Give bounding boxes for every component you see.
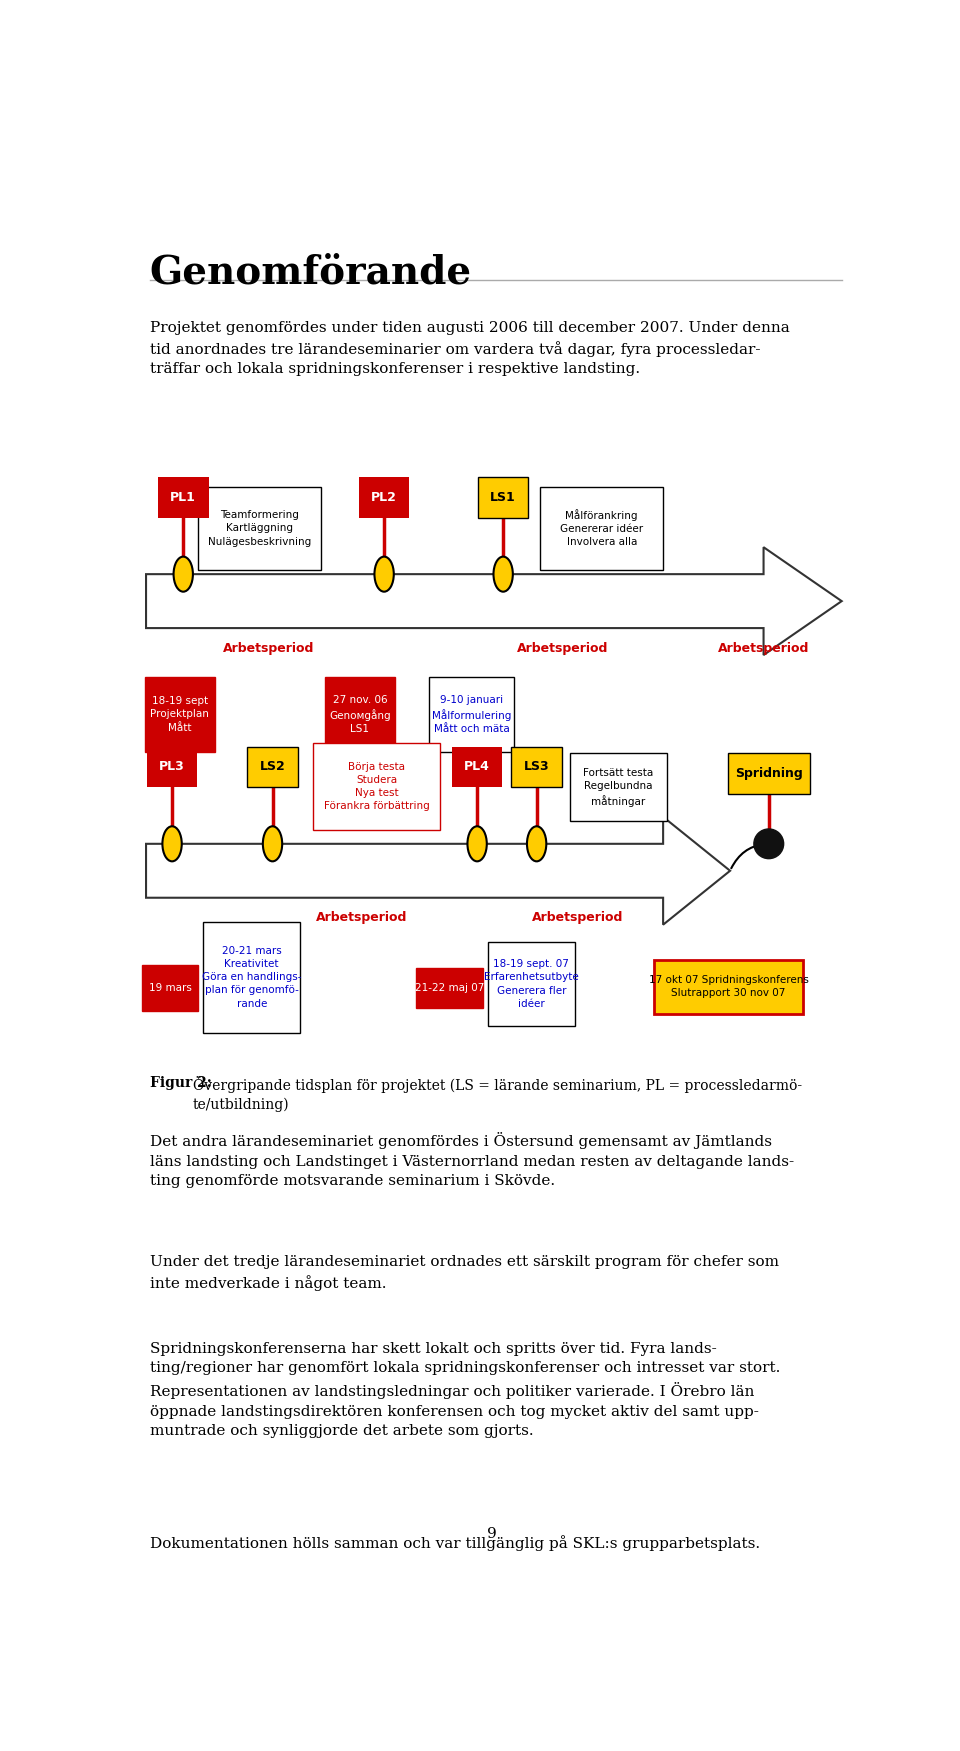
Text: Börja testa
Studera
Nya test
Förankra förbättring: Börja testa Studera Nya test Förankra fö… xyxy=(324,762,429,811)
Ellipse shape xyxy=(754,828,783,858)
Text: 18-19 sept
Projektplan
Mått: 18-19 sept Projektplan Mått xyxy=(151,697,209,732)
FancyBboxPatch shape xyxy=(198,487,321,571)
FancyBboxPatch shape xyxy=(478,476,528,518)
Text: 9: 9 xyxy=(487,1527,497,1541)
FancyBboxPatch shape xyxy=(429,676,515,753)
FancyBboxPatch shape xyxy=(147,746,198,788)
FancyBboxPatch shape xyxy=(728,753,809,793)
FancyBboxPatch shape xyxy=(416,968,483,1009)
FancyBboxPatch shape xyxy=(654,960,803,1014)
Text: 9-10 januari
Målformulering
Mått och mäta: 9-10 januari Målformulering Mått och mät… xyxy=(432,695,512,734)
Text: Övergripande tidsplan för projektet (LS = lärande seminarium, PL = processledarm: Övergripande tidsplan för projektet (LS … xyxy=(193,1075,802,1112)
FancyBboxPatch shape xyxy=(570,753,667,821)
FancyBboxPatch shape xyxy=(158,476,208,518)
FancyBboxPatch shape xyxy=(324,676,396,753)
FancyBboxPatch shape xyxy=(452,746,502,788)
Text: Arbetsperiod: Arbetsperiod xyxy=(517,641,609,655)
Circle shape xyxy=(174,557,193,592)
Text: Målförankring
Genererar idéer
Involvera alla: Målförankring Genererar idéer Involvera … xyxy=(561,510,643,548)
Text: Projektet genomfördes under tiden augusti 2006 till december 2007. Under denna
t: Projektet genomfördes under tiden august… xyxy=(150,320,789,376)
Text: Arbetsperiod: Arbetsperiod xyxy=(316,911,407,925)
Polygon shape xyxy=(146,548,842,655)
Circle shape xyxy=(468,826,487,861)
FancyBboxPatch shape xyxy=(512,746,562,788)
Text: 20-21 mars
Kreativitet
Göra en handlings-
plan för genomfö-
rande: 20-21 mars Kreativitet Göra en handlings… xyxy=(202,946,301,1009)
Text: 19 mars: 19 mars xyxy=(149,982,192,993)
Text: PL1: PL1 xyxy=(170,490,196,504)
Text: PL3: PL3 xyxy=(159,760,185,774)
Text: LS2: LS2 xyxy=(259,760,285,774)
FancyBboxPatch shape xyxy=(488,942,575,1026)
Text: PL2: PL2 xyxy=(372,490,397,504)
FancyBboxPatch shape xyxy=(204,923,300,1033)
FancyBboxPatch shape xyxy=(142,965,198,1010)
Text: Dokumentationen hölls samman och var tillgänglig på SKL:s grupparbetsplats.: Dokumentationen hölls samman och var til… xyxy=(150,1536,760,1551)
Text: 27 nov. 06
Genoмgång
LS1: 27 nov. 06 Genoмgång LS1 xyxy=(329,695,391,734)
Text: Figur 2:: Figur 2: xyxy=(150,1075,217,1089)
FancyBboxPatch shape xyxy=(359,476,409,518)
Text: Arbetsperiod: Arbetsperiod xyxy=(718,641,809,655)
Text: Under det tredje lärandeseminariet ordnades ett särskilt program för chefer som
: Under det tredje lärandeseminariet ordna… xyxy=(150,1255,779,1290)
Text: Genomförande: Genomförande xyxy=(150,254,472,291)
Circle shape xyxy=(374,557,394,592)
Text: Arbetsperiod: Arbetsperiod xyxy=(223,641,315,655)
Text: LS3: LS3 xyxy=(524,760,549,774)
Text: Teamformering
Kartläggning
Nulägesbeskrivning: Teamformering Kartläggning Nulägesbeskri… xyxy=(208,510,311,546)
Circle shape xyxy=(263,826,282,861)
Text: Fortsätt testa
Regelbundna
måtningar: Fortsätt testa Regelbundna måtningar xyxy=(584,767,654,807)
Text: 18-19 sept. 07
Erfarenhetsutbyte
Generera fler
idéer: 18-19 sept. 07 Erfarenhetsutbyte Generer… xyxy=(484,960,579,1009)
Circle shape xyxy=(493,557,513,592)
FancyBboxPatch shape xyxy=(248,746,298,788)
Circle shape xyxy=(162,826,181,861)
FancyBboxPatch shape xyxy=(540,487,663,571)
Text: PL4: PL4 xyxy=(465,760,490,774)
Text: Spridningskonferenserna har skett lokalt och spritts över tid. Fyra lands-
ting/: Spridningskonferenserna har skett lokalt… xyxy=(150,1341,780,1438)
Text: Spridning: Spridning xyxy=(735,767,803,781)
Text: 17 okt 07 Spridningskonferens
Slutrapport 30 nov 07: 17 okt 07 Spridningskonferens Slutrappor… xyxy=(649,975,808,998)
Text: 21-22 maj 07: 21-22 maj 07 xyxy=(415,982,484,993)
FancyBboxPatch shape xyxy=(145,676,215,753)
FancyBboxPatch shape xyxy=(313,742,440,830)
Circle shape xyxy=(527,826,546,861)
Text: LS1: LS1 xyxy=(491,490,516,504)
Text: Arbetsperiod: Arbetsperiod xyxy=(532,911,623,925)
Text: Det andra lärandeseminariet genomfördes i Östersund gemensamt av Jämtlands
läns : Det andra lärandeseminariet genomfördes … xyxy=(150,1133,794,1189)
Polygon shape xyxy=(146,816,730,925)
